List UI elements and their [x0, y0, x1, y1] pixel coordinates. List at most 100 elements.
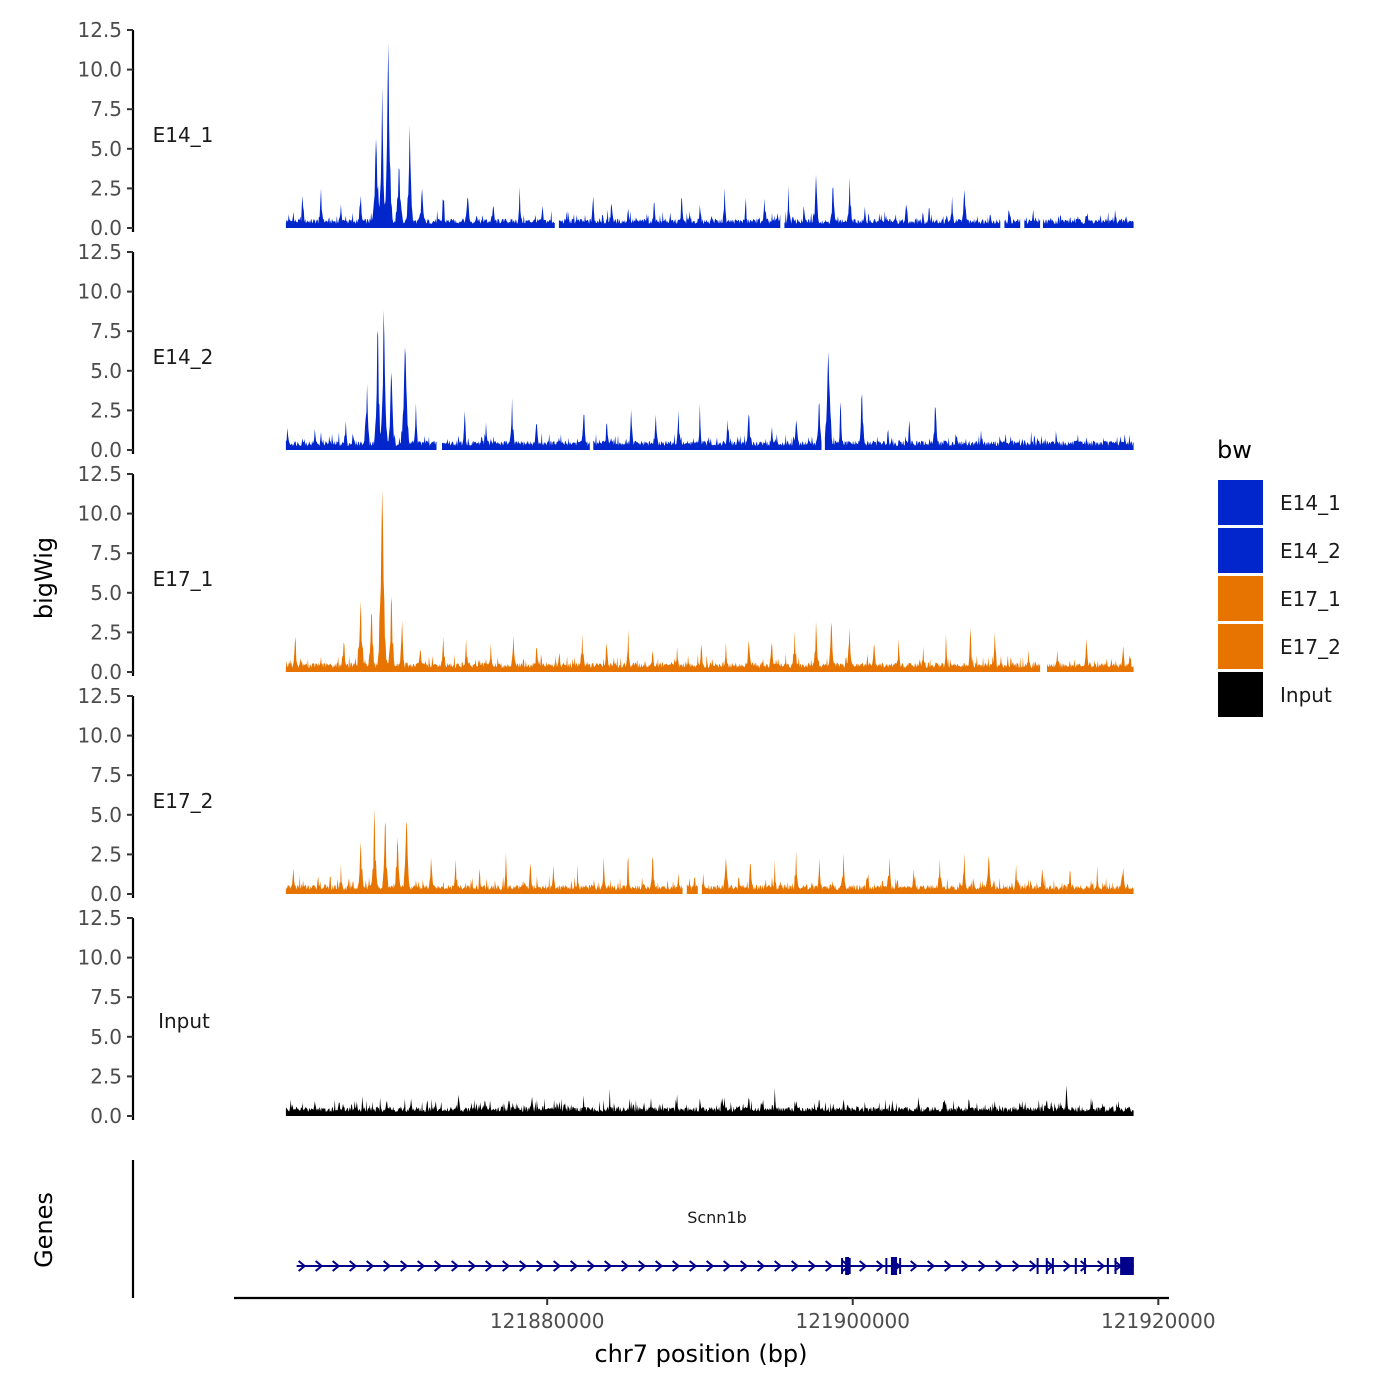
- strand-arrow: [348, 1260, 358, 1272]
- legend-label: E14_2: [1280, 539, 1341, 563]
- y-tick-label: 7.5: [90, 763, 122, 787]
- strand-arrow: [773, 1260, 783, 1272]
- y-tick-label: 2.5: [90, 398, 122, 422]
- legend-swatch: [1218, 528, 1263, 573]
- strand-arrow: [484, 1260, 494, 1272]
- genes-axis-title: Genes: [30, 1192, 58, 1268]
- strand-arrow: [977, 1260, 987, 1272]
- y-tick-label: 0.0: [90, 1104, 122, 1128]
- legend-title: bw: [1217, 436, 1252, 464]
- signal-area-e17_2: [686, 877, 698, 894]
- signal-area-e14_1: [784, 174, 1001, 228]
- signal-area-e14_1: [558, 187, 781, 228]
- y-tick-label: 10.0: [77, 280, 122, 304]
- y-tick-label: 12.5: [77, 18, 122, 42]
- strand-arrow: [960, 1260, 970, 1272]
- strand-arrow: [365, 1260, 375, 1272]
- signal-area-e17_1: [1047, 638, 1134, 672]
- signal-area-e14_1: [1004, 210, 1021, 228]
- strand-arrow: [671, 1260, 681, 1272]
- strand-arrow: [756, 1260, 766, 1272]
- strand-arrow: [1079, 1260, 1089, 1272]
- strand-arrow: [603, 1260, 613, 1272]
- signal-area-e14_2: [824, 351, 1134, 450]
- y-tick-label: 5.0: [90, 137, 122, 161]
- y-tick-label: 5.0: [90, 581, 122, 605]
- track-e17_1: 0.0 2.5 5.0 7.5 10.0 12.5 E17_1: [77, 462, 1134, 684]
- signal-area-e14_1: [1042, 209, 1134, 228]
- signal-area-e17_2: [701, 851, 1134, 894]
- signal-area-e17_1: [285, 489, 1041, 672]
- y-tick-label: 12.5: [77, 906, 122, 930]
- gene-exon: [1120, 1257, 1134, 1275]
- signal-area-e14_2: [285, 310, 437, 450]
- legend-swatch: [1218, 576, 1263, 621]
- signal-area-e14_2: [442, 398, 590, 450]
- strand-arrow: [722, 1260, 732, 1272]
- gene-label: Scnn1b: [687, 1208, 747, 1227]
- strand-arrow: [331, 1260, 341, 1272]
- y-tick-label: 10.0: [77, 946, 122, 970]
- y-tick-label: 5.0: [90, 1025, 122, 1049]
- strand-arrow: [297, 1260, 307, 1272]
- strand-arrow: [807, 1260, 817, 1272]
- strand-arrow: [705, 1260, 715, 1272]
- strand-arrow: [688, 1260, 698, 1272]
- strand-arrow: [1096, 1260, 1106, 1272]
- y-tick-label: 2.5: [90, 176, 122, 200]
- signal-area-input: [285, 1085, 1134, 1116]
- y-tick-label: 10.0: [77, 724, 122, 748]
- y-tick-label: 0.0: [90, 438, 122, 462]
- strand-arrow: [569, 1260, 579, 1272]
- strand-arrow: [1062, 1260, 1072, 1272]
- strand-arrow: [790, 1260, 800, 1272]
- gene-panel: Scnn1b: [131, 1160, 1134, 1298]
- strand-arrow: [382, 1260, 392, 1272]
- track-e14_1: 0.0 2.5 5.0 7.5 10.0 12.5 E14_1: [77, 18, 1134, 240]
- y-tick-label: 7.5: [90, 97, 122, 121]
- legend-label: Input: [1280, 683, 1332, 707]
- legend-swatch: [1218, 672, 1263, 717]
- strand-arrow: [739, 1260, 749, 1272]
- y-tick-label: 0.0: [90, 216, 122, 240]
- strand-arrow: [875, 1260, 885, 1272]
- strand-arrow: [552, 1260, 562, 1272]
- strand-arrow: [1028, 1260, 1038, 1272]
- strand-arrow: [467, 1260, 477, 1272]
- strand-arrow: [399, 1260, 409, 1272]
- signal-area-e14_2: [593, 403, 822, 450]
- track-input: 0.0 2.5 5.0 7.5 10.0 12.5 Input: [77, 906, 1134, 1128]
- strand-arrow: [314, 1260, 324, 1272]
- y-tick-label: 12.5: [77, 684, 122, 708]
- signal-area-e14_1: [285, 43, 555, 228]
- strand-arrow: [620, 1260, 630, 1272]
- y-tick-label: 2.5: [90, 620, 122, 644]
- signal-area-e17_2: [285, 808, 683, 894]
- legend-label: E14_1: [1280, 491, 1341, 515]
- strand-arrow: [824, 1260, 834, 1272]
- y-tick-label: 7.5: [90, 319, 122, 343]
- legend-swatch: [1218, 624, 1263, 669]
- strand-arrow: [926, 1260, 936, 1272]
- y-tick-label: 0.0: [90, 882, 122, 906]
- strand-arrow: [909, 1260, 919, 1272]
- strand-arrow: [450, 1260, 460, 1272]
- strand-arrow: [433, 1260, 443, 1272]
- signal-tracks: 0.0 2.5 5.0 7.5 10.0 12.5 E14_1 0.0 2.5 5.0 7.5 10.…: [77, 18, 1134, 1128]
- strand-arrow: [654, 1260, 664, 1272]
- track-label-e17_2: E17_2: [153, 789, 214, 813]
- x-axis-title: chr7 position (bp): [594, 1340, 807, 1368]
- strand-arrow: [637, 1260, 647, 1272]
- legend-swatch: [1218, 480, 1263, 525]
- track-label-e14_1: E14_1: [153, 123, 214, 147]
- track-e17_2: 0.0 2.5 5.0 7.5 10.0 12.5 E17_2: [77, 684, 1134, 906]
- y-axis-title: bigWig: [30, 537, 58, 619]
- track-label-e14_2: E14_2: [153, 345, 214, 369]
- x-tick-label: 121900000: [795, 1309, 910, 1333]
- signal-area-e14_1: [1024, 209, 1041, 228]
- strand-arrow: [994, 1260, 1004, 1272]
- y-tick-label: 7.5: [90, 985, 122, 1009]
- strand-arrow: [518, 1260, 528, 1272]
- y-tick-label: 5.0: [90, 803, 122, 827]
